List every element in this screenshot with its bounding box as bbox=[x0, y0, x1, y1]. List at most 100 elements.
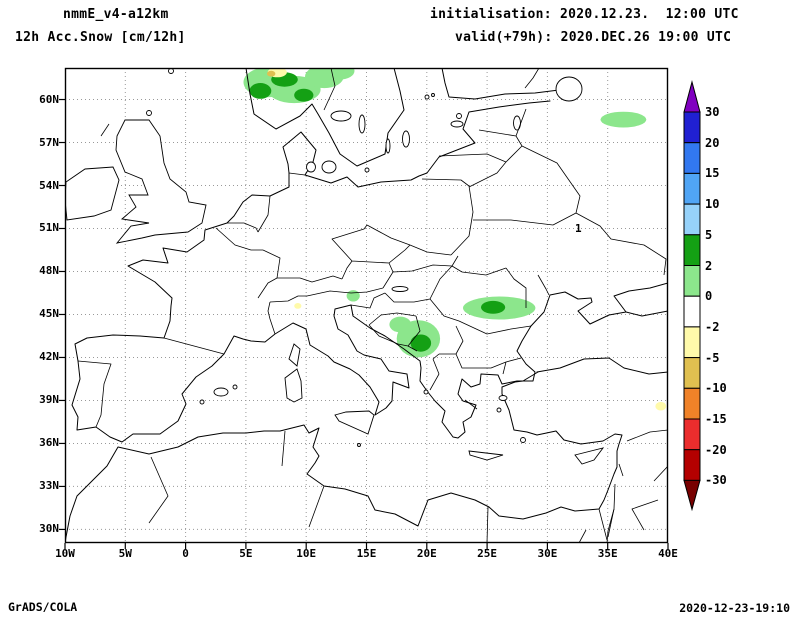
snow-region-eastern-alps-spot bbox=[346, 290, 360, 302]
island-oland bbox=[385, 138, 391, 154]
colorbar-arrow-top bbox=[683, 80, 701, 113]
snow-region-norway-core-3 bbox=[294, 88, 314, 102]
snow-region-nw-russia bbox=[600, 111, 647, 128]
island-saaremaa bbox=[450, 120, 464, 128]
lon-tick-label: 20E bbox=[416, 547, 437, 560]
colorbar-segment bbox=[683, 203, 701, 236]
colorbar-label: 20 bbox=[705, 135, 720, 150]
island-rhodes bbox=[520, 437, 526, 443]
snow-region-po-valley-spot bbox=[294, 303, 302, 309]
axis-ticks bbox=[59, 98, 669, 549]
islands-layer bbox=[65, 68, 605, 465]
lat-tick-label: 36N bbox=[39, 436, 59, 450]
island-malta bbox=[357, 443, 361, 447]
coastline-turkey-blacksea bbox=[536, 357, 668, 375]
colorbar-segment bbox=[683, 326, 701, 359]
colorbar-label: 30 bbox=[705, 105, 720, 119]
lat-tick-label: 39N bbox=[39, 393, 59, 407]
island-aland-2 bbox=[431, 93, 435, 97]
lat-tick-label: 48N bbox=[39, 264, 59, 278]
lon-tick-label: 0 bbox=[182, 547, 189, 560]
island-sardinia bbox=[284, 368, 303, 403]
island-ibiza bbox=[199, 399, 205, 405]
island-bornholm bbox=[364, 167, 370, 173]
grads-credit: GrADS/COLA bbox=[8, 600, 78, 614]
map-canvas: 1 bbox=[59, 67, 669, 549]
lat-tick-label: 51N bbox=[39, 221, 59, 235]
coastline-europe-mainland bbox=[71, 172, 668, 443]
coastline-azov bbox=[625, 310, 668, 317]
island-hebrides bbox=[100, 123, 110, 137]
lon-tick-label: 30E bbox=[537, 547, 558, 560]
colorbar-label: 10 bbox=[705, 197, 720, 212]
colorbar-segment bbox=[683, 295, 701, 328]
colorbar-segment bbox=[683, 265, 701, 297]
lon-tick-label: 5E bbox=[239, 547, 253, 560]
lat-tick-label: 45N bbox=[39, 307, 59, 321]
borders-eastern-europe bbox=[438, 68, 667, 308]
colorbar-label: -2 bbox=[705, 319, 720, 334]
lon-tick-label: 5W bbox=[118, 547, 132, 560]
island-zealand bbox=[321, 160, 337, 174]
island-lesbos bbox=[498, 395, 508, 401]
borders-western-europe bbox=[77, 68, 453, 428]
colorbar-label: -10 bbox=[705, 381, 727, 396]
colorbar-label: -5 bbox=[705, 350, 720, 365]
variable-label: 12h Acc.Snow [cm/12h] bbox=[15, 30, 186, 45]
island-shetland bbox=[168, 68, 174, 74]
snow-region-norway-top-spot-gold bbox=[267, 70, 276, 77]
island-sicily bbox=[334, 410, 375, 435]
valid-time-label: valid(+79h): 2020.DEC.26 19:00 UTC bbox=[455, 30, 732, 45]
lake-ladoga bbox=[555, 76, 583, 102]
contour-label: 1 bbox=[575, 222, 582, 235]
colorbar-segment bbox=[683, 418, 701, 451]
coastline-anatolia-africa bbox=[65, 371, 623, 543]
snow-region-bosnia-nw-arm bbox=[389, 316, 412, 333]
snow-region-mid-sweden-top bbox=[325, 68, 355, 80]
coastlines-layer bbox=[65, 68, 668, 543]
colorbar-segment bbox=[683, 387, 701, 420]
lake-vattern bbox=[358, 114, 366, 134]
island-euboea bbox=[464, 399, 478, 410]
colorbar-segment bbox=[683, 142, 701, 174]
island-ireland bbox=[65, 166, 120, 221]
island-mallorca bbox=[213, 387, 229, 397]
borders-central-europe bbox=[350, 178, 532, 391]
coastline-scandinavia bbox=[245, 68, 405, 167]
snowfall-shaded-regions bbox=[243, 68, 667, 411]
coastline-suez bbox=[578, 508, 615, 543]
lon-tick-label: 10E bbox=[296, 547, 317, 560]
lon-tick-label: 35E bbox=[597, 547, 618, 560]
lon-tick-label: 10W bbox=[55, 547, 75, 560]
coastline-baltic bbox=[304, 100, 551, 188]
init-time-label: initialisation: 2020.12.23. 12:00 UTC bbox=[430, 7, 739, 22]
lon-tick-label: 15E bbox=[356, 547, 377, 560]
island-crete bbox=[468, 450, 504, 461]
lat-tick-label: 30N bbox=[39, 522, 59, 536]
colorbar: 30 20 15 10 5 2 0 -2 -5 -10 -15 -20 -30 bbox=[678, 78, 788, 538]
snow-region-carpathians-core bbox=[481, 300, 506, 314]
colorbar-label: 0 bbox=[705, 289, 713, 304]
island-aland-1 bbox=[424, 94, 430, 100]
colorbar-segment bbox=[683, 357, 701, 389]
colorbar-segment bbox=[683, 234, 701, 267]
borders-layer bbox=[77, 68, 668, 543]
snow-region-dinarides-core bbox=[410, 334, 432, 352]
map-frame bbox=[64, 67, 669, 544]
island-great-britain bbox=[115, 119, 207, 244]
colorbar-label: -20 bbox=[705, 442, 727, 457]
lake-balaton bbox=[391, 286, 409, 292]
island-corsica bbox=[288, 343, 301, 367]
colorbar-segment bbox=[683, 449, 701, 481]
lat-tick-label: 57N bbox=[39, 135, 59, 149]
borders-mideast-africa bbox=[148, 429, 668, 543]
colorbar-segment bbox=[683, 172, 701, 205]
snow-region-east-anatolia-spot bbox=[655, 401, 667, 411]
lat-tick-label: 42N bbox=[39, 350, 59, 364]
lat-tick-label: 54N bbox=[39, 178, 59, 192]
lat-tick-label: 60N bbox=[39, 92, 59, 106]
colorbar-label: -30 bbox=[705, 473, 727, 488]
lake-peipus bbox=[513, 115, 521, 131]
island-orkney bbox=[146, 110, 152, 116]
